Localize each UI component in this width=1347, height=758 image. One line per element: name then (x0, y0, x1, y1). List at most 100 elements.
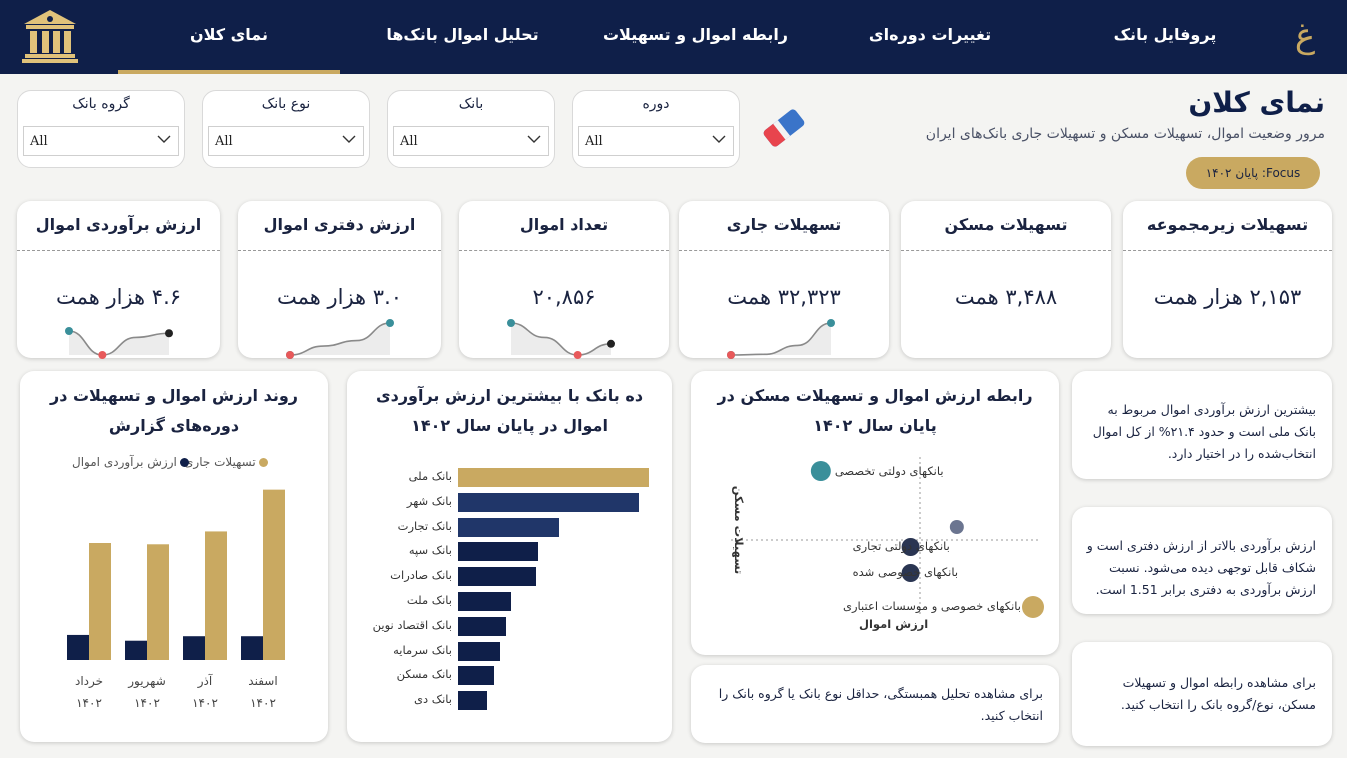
kpi-divider (679, 250, 889, 251)
chevron-down-icon (712, 135, 726, 143)
bank-building-icon (22, 10, 78, 63)
sparkline-area (511, 323, 611, 355)
bank-bar[interactable] (458, 592, 512, 611)
focus-badge: Focus: پایان ۱۴۰۲ (1186, 157, 1320, 189)
top-nav: نمای کلان تحلیل اموال بانک‌ها رابطه اموا… (0, 0, 1347, 74)
dropdown-value: All (30, 134, 48, 149)
kpi-value: ۲,۱۵۳ هزار همت (1153, 285, 1302, 309)
bank-bar[interactable] (458, 641, 501, 661)
insight-text: ارزش برآوردی بالاتر از ارزش دفتری است و … (1086, 538, 1316, 597)
scatter-title: رابطه ارزش اموال و تسهیلات مسکن در پایان… (717, 386, 1033, 435)
kpi-title: تسهیلات مسکن (944, 215, 1068, 234)
chevron-down-icon (157, 135, 171, 143)
kpi-divider (1123, 250, 1332, 251)
tab-periodic-changes[interactable]: تغییرات دوره‌ای (868, 25, 992, 44)
kpi-divider (901, 250, 1111, 251)
bank-bar-label: بانک اقتصاد نوین (372, 617, 452, 632)
period-dropdown[interactable]: All (578, 126, 734, 156)
insight-card-top-bank: بیشترین ارزش برآوردی اموال مربوط به بانک… (1072, 371, 1332, 479)
tab-bank-profile[interactable]: پروفایل بانک (1113, 25, 1217, 44)
bank-bar-label: بانک دی (414, 692, 452, 707)
legend-item-estimated-assets: ارزش برآوردی اموال (72, 455, 189, 469)
kpi-sparkline (286, 319, 394, 359)
sparkline-start-point (507, 319, 515, 327)
kpi-title: ارزش برآوردی اموال (35, 215, 202, 234)
dropdown-value: All (400, 134, 418, 149)
sparkline-area (731, 323, 831, 355)
filter-label: گروه بانک (72, 96, 130, 112)
insight-card-valuation-gap: ارزش برآوردی بالاتر از ارزش دفتری است و … (1072, 507, 1332, 614)
scatter-panel: رابطه ارزش اموال و تسهیلات مسکن در پایان… (691, 371, 1059, 655)
bank-type-dropdown[interactable]: All (208, 126, 364, 156)
filter-bank-type: نوع بانک All (202, 90, 370, 168)
sparkline-min-point (286, 351, 294, 359)
kpi-card-book-asset-value: ارزش دفتری اموال ۳.۰ هزار همت (238, 201, 441, 359)
sparkline-min-point (727, 351, 735, 359)
trend-x-tick-label: خرداد ۱۴۰۲ (74, 674, 104, 710)
bank-group-dropdown[interactable]: All (23, 126, 179, 156)
trend-bar (183, 636, 205, 660)
dropdown-value: All (215, 134, 233, 149)
kpi-card-housing-loans: تسهیلات مسکن ۳,۴۸۸ همت (901, 201, 1111, 358)
trend-bar (263, 489, 285, 660)
page-title: نمای کلان (1188, 86, 1325, 119)
scatter-point[interactable] (949, 520, 964, 534)
scatter-point[interactable] (810, 461, 831, 481)
scatter-point[interactable] (1022, 596, 1044, 618)
scatter-point-label: بانکهای خصوصی شده (852, 565, 959, 579)
kpi-title: تعداد اموال (519, 215, 609, 234)
filter-period: دوره All (572, 90, 740, 168)
tab-assets-loans-relation[interactable]: رابطه اموال و تسهیلات (602, 25, 789, 44)
sparkline-end-point (607, 339, 615, 348)
clear-filters-eraser-icon[interactable] (758, 104, 810, 152)
bank-bar-label: بانک مسکن (396, 667, 452, 682)
tab-overview[interactable]: نمای کلان (118, 0, 340, 74)
scatter-point[interactable] (901, 564, 920, 582)
kpi-card-estimated-asset-value: ارزش برآوردی اموال ۴.۶ هزار همت (17, 201, 220, 359)
trend-bar (147, 544, 169, 660)
top-banks-panel: ده بانک با بیشترین ارزش برآوردی اموال در… (347, 371, 672, 742)
bank-bar[interactable] (458, 666, 495, 686)
trend-x-tick-label: آذر ۱۴۰۲ (192, 674, 218, 710)
filter-label: نوع بانک (261, 96, 311, 112)
bank-bar[interactable] (458, 691, 487, 711)
kpi-divider (459, 250, 669, 251)
bank-bar[interactable] (458, 492, 640, 512)
bank-bar-label: بانک سپه (408, 543, 452, 558)
bank-bar-label: بانک تجارت (397, 518, 452, 533)
bank-bar[interactable] (458, 468, 649, 487)
kpi-value: ۳,۴۸۸ همت (954, 285, 1058, 309)
brand-logo-icon: غ (1294, 16, 1316, 56)
kpi-title: ارزش دفتری اموال (263, 215, 416, 234)
kpi-card-current-loans: تسهیلات جاری ۳۲,۳۲۳ همت (679, 201, 889, 359)
scatter-point[interactable] (901, 538, 920, 556)
dropdown-value: All (585, 134, 603, 149)
bank-bar[interactable] (458, 616, 506, 636)
sparkline-end-point (827, 319, 835, 327)
chevron-down-icon (342, 135, 356, 143)
bank-bar-label: بانک شهر (406, 493, 452, 508)
sparkline-area (290, 323, 390, 355)
sparkline-line (68, 330, 170, 356)
scatter-point-label: بانکهای خصوصی و موسسات اعتباری (843, 599, 1021, 613)
bank-bar[interactable] (458, 517, 560, 537)
sparkline-end-point (386, 319, 394, 327)
filter-bank-group: گروه بانک All (17, 90, 185, 168)
sparkline-line (289, 322, 391, 356)
insight-card-housing-relation: برای مشاهده رابطه اموال و تسهیلات مسکن، … (1072, 642, 1332, 746)
scatter-point-label: بانکهای دولتی تجاری (852, 539, 950, 553)
filter-bank: بانک All (387, 90, 555, 168)
tab-bank-assets-analysis[interactable]: تحلیل اموال بانک‌ها (386, 25, 539, 44)
scatter-x-axis-label: ارزش اموال (859, 617, 929, 631)
kpi-title: تسهیلات زیرمجموعه (1146, 215, 1309, 234)
insight-text: بیشترین ارزش برآوردی اموال مربوط به بانک… (1092, 402, 1316, 461)
page-subtitle: مرور وضعیت اموال، تسهیلات مسکن و تسهیلات… (925, 126, 1325, 142)
bank-bar-label: بانک سرمایه (393, 642, 452, 657)
kpi-sparkline (727, 319, 835, 359)
sparkline-end-point (165, 329, 173, 338)
bank-dropdown[interactable]: All (393, 126, 549, 156)
bank-bar[interactable] (458, 567, 537, 587)
bank-bar[interactable] (458, 542, 539, 562)
filter-label: بانک (458, 96, 484, 112)
bank-bar-label: بانک ملت (406, 593, 452, 607)
